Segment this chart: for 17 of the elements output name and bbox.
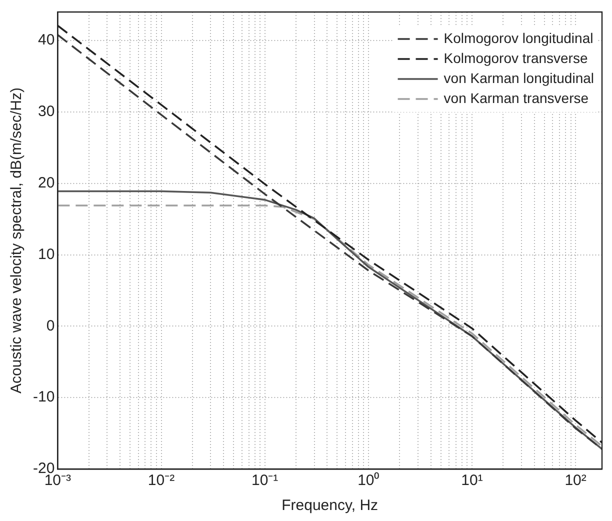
legend-label: von Karman transverse — [444, 90, 589, 106]
y-tick-label: 30 — [38, 103, 55, 120]
y-axis-title: Acoustic wave velocity spectral, dB(m/sec/Hz) — [8, 88, 26, 394]
x-tick-label: 10² — [564, 472, 586, 490]
x-axis-title: Frequency, Hz — [282, 497, 378, 514]
legend-label: Kolmogorov longitudinal — [444, 30, 594, 46]
y-tick-label: 40 — [38, 32, 55, 49]
y-tick-label: 20 — [38, 174, 55, 192]
y-tick-label: 10 — [38, 246, 55, 263]
x-tick-label: 10¹ — [461, 472, 483, 490]
x-tick-label: 10⁻¹ — [251, 472, 278, 490]
y-tick-label: -10 — [32, 388, 55, 406]
x-tick-label: 10⁰ — [358, 472, 380, 490]
x-tick-label: 10⁻² — [148, 472, 175, 490]
legend-label: von Karman longitudinal — [444, 70, 594, 86]
legend-label: Kolmogorov transverse — [444, 50, 588, 66]
y-tick-label: 0 — [46, 317, 55, 334]
